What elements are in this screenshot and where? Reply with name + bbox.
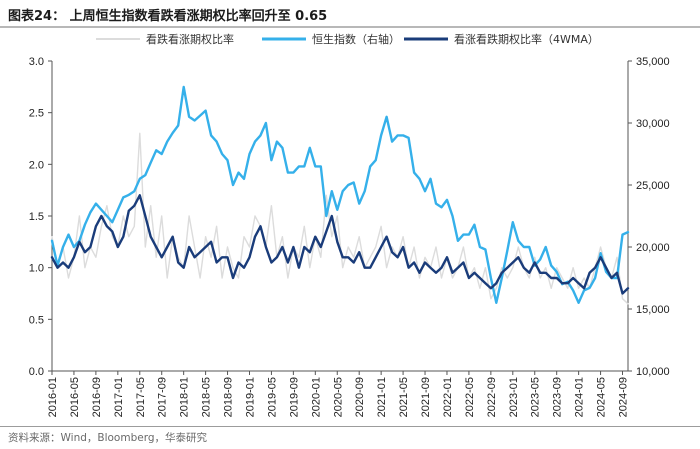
x-tick-label: 2019-05 [266,377,278,417]
legend: 看跌看涨期权比率 恒生指数（右轴） 看涨看跌期权比率（4WMA） [96,32,599,46]
right-tick-label: 30,000 [636,118,670,130]
page-title: 图表24： 上周恒生指数看跌看涨期权比率回升至 0.65 [8,9,328,24]
legend-label-3: 看涨看跌期权比率（4WMA） [454,32,599,46]
bottom-rule [0,426,700,427]
x-tick-label: 2020-01 [310,377,322,417]
x-tick-label: 2022-01 [442,377,454,417]
legend-label-1: 看跌看涨期权比率 [146,32,234,46]
x-tick-label: 2019-09 [288,377,300,417]
source-note: 资料来源：Wind，Bloomberg，华泰研究 [8,432,208,444]
x-tick-label: 2017-01 [113,377,125,417]
x-tick-label: 2020-05 [332,377,344,417]
right-tick-label: 20,000 [636,242,670,254]
series-line-3 [50,194,630,295]
x-tick-label: 2019-01 [244,377,256,417]
x-tick-label: 2023-01 [508,377,520,417]
right-tick-label: 10,000 [636,366,670,378]
legend-label-2: 恒生指数（右轴） [312,32,400,46]
right-tick-label: 35,000 [636,56,670,68]
right-tick-label: 25,000 [636,180,670,192]
series-line-2 [50,85,630,304]
x-tick-label: 2016-05 [69,377,81,417]
x-tick-label: 2023-05 [530,377,542,417]
x-tick-label: 2024-01 [574,377,586,417]
x-tick-label: 2021-01 [376,377,388,417]
series-line-1 [51,132,629,305]
x-tick-label: 2023-09 [552,377,564,417]
left-tick-label: 1.0 [29,263,44,275]
left-tick-label: 3.0 [29,56,44,68]
axes: 0.0 0.5 1.0 1.5 2.0 2.5 3.0 10,000 15,000 20,000 2… [29,56,670,417]
series-layer [50,85,630,305]
left-tick-label: 0.5 [29,314,44,326]
x-tick-label: 2024-09 [618,377,630,417]
x-tick-label: 2020-09 [354,377,366,417]
x-tick-label: 2018-09 [223,377,235,417]
x-tick-label: 2018-01 [179,377,191,417]
x-tick-label: 2018-05 [201,377,213,417]
x-tick-label: 2022-09 [486,377,498,417]
left-tick-label: 1.5 [29,211,44,223]
left-tick-label: 2.0 [29,159,44,171]
x-tick-label: 2017-05 [135,377,147,417]
x-tick-label: 2016-01 [47,377,59,417]
x-tick-label: 2021-09 [420,377,432,417]
left-tick-label: 2.5 [29,108,44,120]
right-tick-label: 15,000 [636,304,670,316]
x-tick-label: 2016-09 [91,377,103,417]
left-tick-label: 0.0 [29,366,44,378]
x-tick-label: 2021-05 [398,377,410,417]
x-tick-label: 2022-05 [464,377,476,417]
x-tick-label: 2024-05 [596,377,608,417]
title-rule [0,26,700,28]
x-tick-label: 2017-09 [157,377,169,417]
